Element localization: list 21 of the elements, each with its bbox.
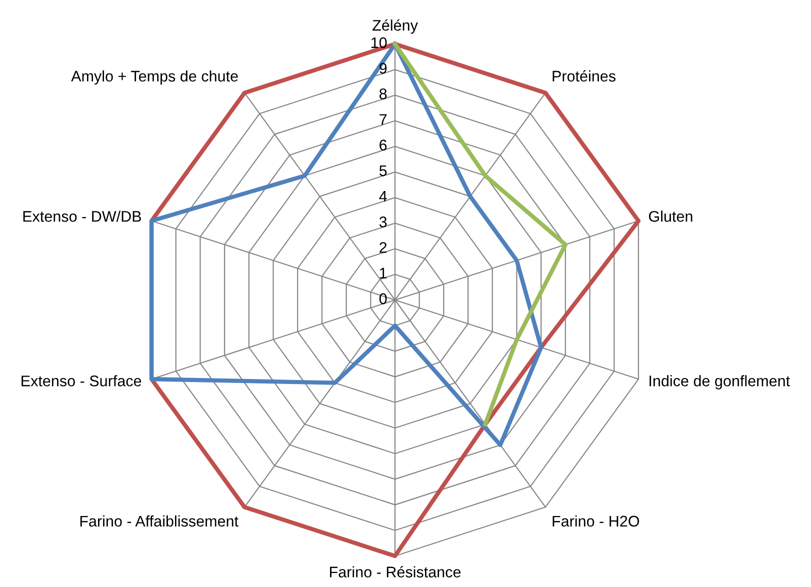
spoke-label: Gluten	[648, 210, 692, 222]
spoke-label: Amylo + Temps de chute	[71, 70, 238, 85]
y-tick-label: 5	[379, 165, 387, 176]
y-tick-label: 7	[380, 114, 387, 125]
spoke-label: Extenso - Surface	[22, 375, 142, 386]
y-tick-label: 9	[380, 62, 387, 74]
spoke-label: Indice de gonflement	[650, 375, 790, 390]
y-tick-label: 10	[371, 37, 387, 48]
y-tick-label: 3	[379, 216, 387, 228]
y-tick-label: 6	[380, 140, 387, 150]
y-tick-label: 8	[379, 88, 387, 100]
y-tick-label: 4	[379, 191, 387, 202]
y-tick-label: 1	[380, 268, 387, 278]
spoke-label: Farino - Affaiblissement	[80, 515, 238, 527]
spoke-label: Farino - H2O	[552, 515, 640, 527]
spoke-label: Extenso - DW/DB	[23, 210, 141, 222]
spoke-label: Zélény	[372, 19, 418, 34]
y-tick-label: 0	[379, 293, 387, 304]
y-tick-label: 2	[380, 242, 387, 253]
spoke-label: Protéines	[552, 70, 616, 82]
spoke-label: Farino - Résistance	[330, 566, 461, 578]
